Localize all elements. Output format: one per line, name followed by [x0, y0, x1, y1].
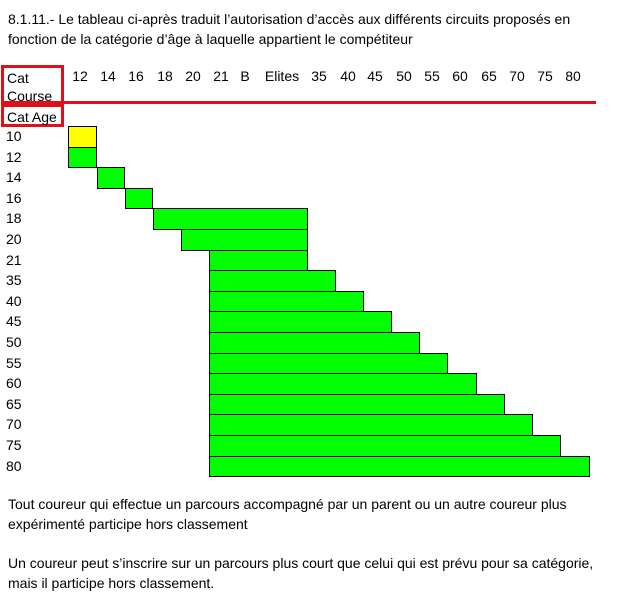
- access-bar-75: [209, 435, 561, 457]
- row-header-16: 16: [6, 189, 22, 206]
- column-header-65: 65: [481, 68, 497, 84]
- row-header-50: 50: [6, 334, 22, 350]
- access-bar-16: [125, 188, 153, 209]
- access-bar-20: [181, 229, 308, 251]
- age-label: Cat Age: [7, 109, 57, 125]
- access-bar-35: [209, 270, 336, 292]
- access-bar-60: [209, 373, 477, 395]
- row-header-10: 10: [6, 128, 22, 144]
- column-header-18: 18: [157, 68, 173, 84]
- age-category-box: Cat Age: [1, 104, 64, 127]
- row-header-14: 14: [6, 169, 22, 186]
- column-header-40: 40: [340, 68, 356, 84]
- access-bar-80: [209, 456, 590, 477]
- row-header-18: 18: [6, 210, 22, 227]
- column-header-12: 12: [72, 68, 88, 84]
- column-header-60: 60: [452, 68, 468, 84]
- column-header-70: 70: [509, 68, 525, 84]
- access-bar-21: [209, 250, 308, 271]
- row-header-35: 35: [6, 272, 22, 289]
- intro-text: 8.1.11.- Le tableau ci-après traduit l’a…: [8, 11, 571, 47]
- access-bar-50: [209, 332, 420, 354]
- row-header-55: 55: [6, 354, 22, 371]
- column-header-45: 45: [367, 68, 383, 84]
- row-header-60: 60: [6, 375, 22, 392]
- access-bar-45: [209, 311, 392, 333]
- access-bar-70: [209, 414, 533, 436]
- column-header-b: B: [240, 68, 250, 84]
- paragraph-accompanied: Tout coureur qui effectue un parcours ac…: [8, 496, 567, 532]
- row-header-80: 80: [6, 457, 22, 474]
- course-label-line2: Course: [7, 88, 53, 104]
- column-header-50: 50: [396, 68, 412, 84]
- access-bar-65: [209, 394, 505, 415]
- row-header-70: 70: [6, 416, 22, 433]
- column-header-14: 14: [100, 68, 116, 84]
- row-header-12: 12: [6, 148, 22, 165]
- column-header-elites: Elites: [264, 68, 300, 84]
- row-header-65: 65: [6, 395, 22, 412]
- access-bar-40: [209, 291, 364, 312]
- column-header-16: 16: [128, 68, 144, 84]
- access-bar-10: [68, 126, 97, 148]
- access-bar-14: [97, 167, 125, 189]
- row-header-45: 45: [6, 313, 22, 330]
- access-bar-18: [153, 208, 308, 230]
- access-bar-12: [68, 147, 97, 168]
- row-header-75: 75: [6, 437, 22, 453]
- row-header-40: 40: [6, 292, 22, 309]
- row-header-21: 21: [6, 251, 22, 268]
- course-category-box: Cat Course: [1, 65, 64, 104]
- course-label-line1: Cat: [7, 70, 29, 86]
- column-header-21: 21: [213, 68, 229, 84]
- access-bar-55: [209, 353, 448, 374]
- column-header-20: 20: [185, 68, 201, 84]
- paragraph-shorter-course: Un coureur peut s’inscrire sur un parcou…: [8, 555, 594, 591]
- row-header-20: 20: [6, 231, 22, 247]
- column-header-35: 35: [311, 68, 327, 84]
- column-header-55: 55: [424, 68, 440, 84]
- header-underline: [64, 101, 596, 104]
- column-header-80: 80: [565, 68, 581, 84]
- column-header-75: 75: [537, 68, 553, 84]
